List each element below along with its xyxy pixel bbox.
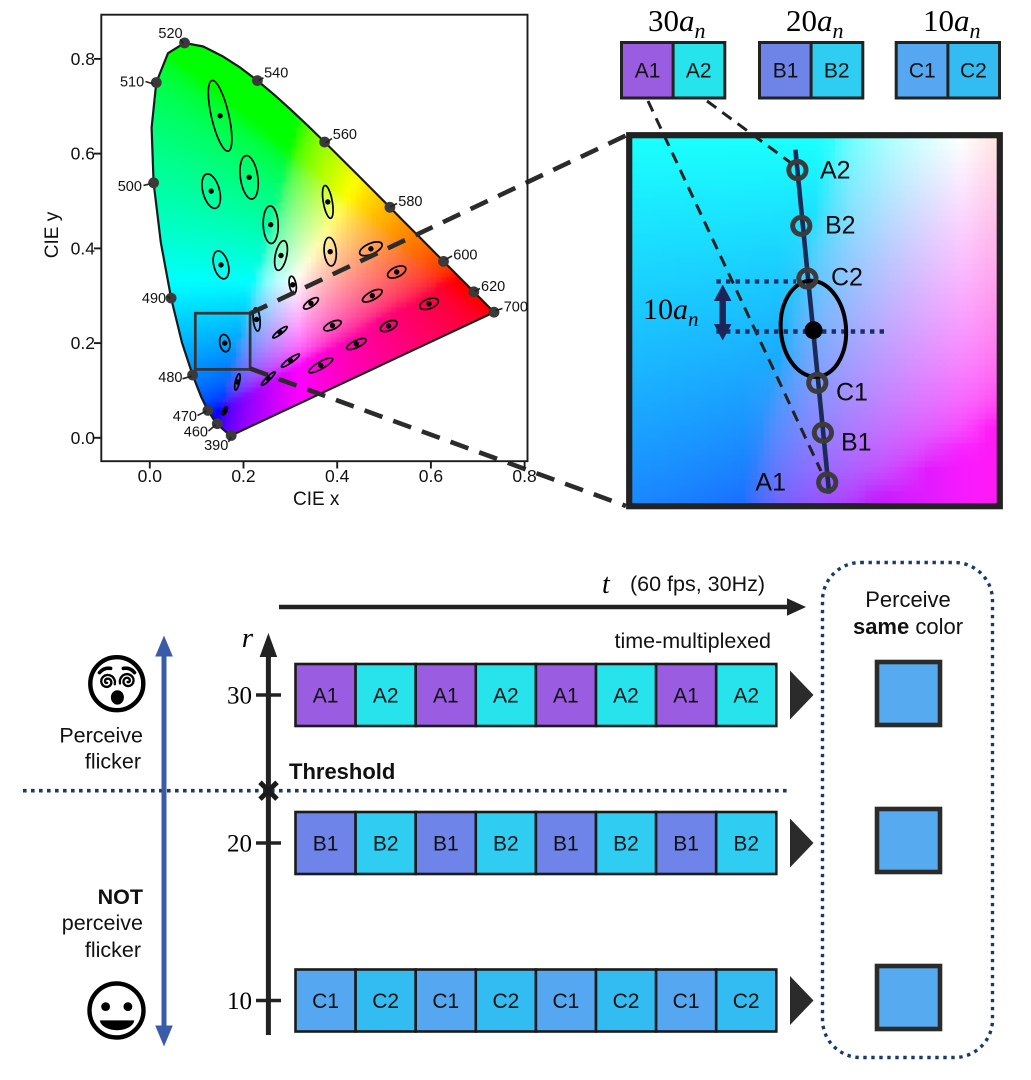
svg-text:C2: C2	[733, 990, 760, 1013]
svg-text:Perceive: Perceive	[865, 587, 951, 612]
svg-text:same color: same color	[853, 614, 963, 639]
svg-text:0.6: 0.6	[419, 466, 443, 486]
svg-text:A1: A1	[755, 469, 786, 497]
svg-text:510: 510	[120, 75, 144, 91]
svg-text:(60 fps, 30Hz): (60 fps, 30Hz)	[630, 572, 765, 596]
svg-text:390: 390	[204, 438, 228, 454]
svg-text:CIE x: CIE x	[293, 489, 340, 510]
svg-text:C1: C1	[909, 60, 936, 83]
svg-text:B2: B2	[613, 833, 639, 856]
svg-text:C1: C1	[673, 990, 700, 1013]
svg-text:time-multiplexed: time-multiplexed	[614, 629, 771, 653]
svg-text:C1: C1	[312, 990, 339, 1013]
svg-text:C1: C1	[552, 990, 579, 1013]
svg-text:540: 540	[264, 66, 288, 82]
svg-text:0.2: 0.2	[231, 466, 255, 486]
svg-text:0.2: 0.2	[71, 333, 95, 353]
svg-text:CIE y: CIE y	[42, 211, 63, 258]
svg-text:600: 600	[453, 247, 477, 263]
svg-text:0.4: 0.4	[71, 238, 96, 258]
svg-text:30: 30	[227, 683, 252, 710]
svg-text:B1: B1	[433, 833, 459, 856]
svg-text:B1: B1	[673, 833, 699, 856]
svg-text:480: 480	[158, 370, 182, 386]
svg-text:A2: A2	[820, 157, 851, 185]
svg-text:B2: B2	[373, 833, 399, 856]
svg-text:Threshold: Threshold	[289, 759, 395, 784]
svg-text:C1: C1	[836, 379, 868, 407]
svg-text:C2: C2	[613, 990, 640, 1013]
svg-text:0.0: 0.0	[138, 466, 163, 486]
svg-text:C2: C2	[492, 990, 519, 1013]
svg-text:490: 490	[142, 291, 166, 307]
svg-text:B2: B2	[493, 833, 519, 856]
svg-text:580: 580	[398, 194, 422, 210]
svg-text:flicker: flicker	[85, 750, 141, 774]
svg-text:Perceive: Perceive	[59, 724, 143, 748]
svg-text:10an: 10an	[923, 3, 981, 43]
svg-text:B2: B2	[733, 833, 759, 856]
svg-text:0.0: 0.0	[71, 428, 96, 448]
svg-text:470: 470	[173, 409, 197, 425]
svg-text:A2: A2	[686, 60, 712, 83]
svg-text:B1: B1	[773, 60, 799, 83]
svg-text:A1: A1	[635, 60, 661, 83]
svg-text:A1: A1	[313, 685, 339, 708]
svg-text:B1: B1	[313, 833, 339, 856]
svg-text:A1: A1	[553, 685, 579, 708]
svg-text:20an: 20an	[786, 3, 844, 43]
svg-text:B1: B1	[841, 429, 872, 457]
svg-text:460: 460	[184, 425, 208, 441]
svg-text:10: 10	[227, 988, 252, 1015]
svg-text:A1: A1	[433, 685, 459, 708]
svg-text:C2: C2	[831, 264, 863, 292]
svg-text:A2: A2	[613, 685, 639, 708]
svg-text:C2: C2	[960, 60, 987, 83]
svg-text:520: 520	[158, 26, 182, 42]
svg-text:500: 500	[118, 179, 142, 195]
svg-text:C2: C2	[372, 990, 399, 1013]
svg-text:30an: 30an	[648, 3, 706, 43]
svg-text:B2: B2	[824, 60, 850, 83]
svg-text:0.8: 0.8	[512, 466, 536, 486]
svg-text:700: 700	[504, 299, 528, 315]
svg-text:20: 20	[227, 831, 252, 858]
svg-text:t: t	[602, 569, 611, 600]
svg-text:560: 560	[333, 127, 357, 143]
svg-text:B1: B1	[553, 833, 579, 856]
svg-text:C1: C1	[432, 990, 459, 1013]
svg-text:A1: A1	[673, 685, 699, 708]
svg-text:620: 620	[481, 279, 505, 295]
svg-text:A2: A2	[373, 685, 399, 708]
svg-text:0.4: 0.4	[325, 466, 350, 486]
svg-text:A2: A2	[493, 685, 519, 708]
svg-text:B2: B2	[825, 212, 856, 240]
svg-text:0.8: 0.8	[71, 49, 95, 69]
svg-text:flicker: flicker	[85, 938, 141, 962]
svg-text:r: r	[242, 622, 254, 654]
svg-text:0.6: 0.6	[71, 144, 95, 164]
svg-text:NOT: NOT	[98, 885, 143, 909]
svg-text:A2: A2	[733, 685, 759, 708]
svg-text:perceive: perceive	[62, 911, 143, 935]
